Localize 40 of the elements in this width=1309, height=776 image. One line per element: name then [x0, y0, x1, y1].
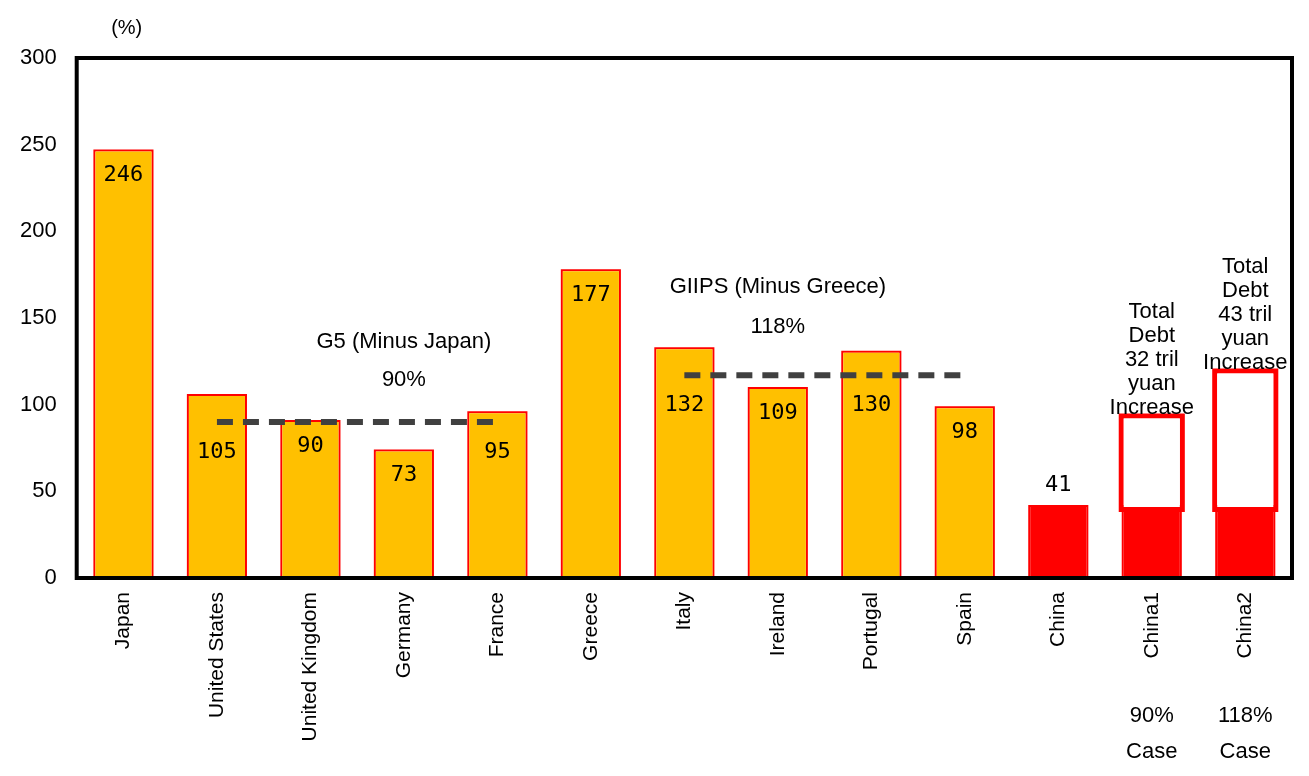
- annotation: Total Debt 32 tril yuan Increase: [1109, 298, 1194, 420]
- y-tick-label: 50: [32, 477, 57, 503]
- x-tick-label: Portugal: [858, 592, 882, 671]
- x-tick-label: China: [1045, 591, 1069, 647]
- data-label: 95: [484, 437, 511, 463]
- x-tick-label: Italy: [671, 591, 695, 631]
- y-tick-label: 0: [44, 564, 57, 590]
- data-label: 73: [390, 461, 418, 487]
- data-label: 130: [851, 390, 892, 416]
- annotation: G5 (Minus Japan): [316, 328, 492, 354]
- x-tick-label: Greece: [577, 592, 601, 661]
- x-tick-label: China1: [1138, 592, 1162, 659]
- data-label: 177: [570, 280, 611, 306]
- y-tick-label: 100: [19, 390, 57, 416]
- data-label: 105: [197, 437, 237, 463]
- data-label: 109: [757, 398, 798, 424]
- text: 118% Case: [1217, 702, 1273, 764]
- x-tick-label: China2: [1232, 592, 1256, 659]
- x-tick-label: France: [484, 592, 508, 658]
- data-label: 98: [951, 417, 979, 443]
- annotation: 90%: [381, 366, 426, 392]
- annotation: Total Debt 43 tril yuan Increase: [1203, 253, 1288, 375]
- y-tick-label: 250: [19, 130, 57, 156]
- data-label: 132: [664, 390, 705, 416]
- annotation: 118%: [750, 312, 806, 338]
- x-tick-label: Spain: [951, 592, 975, 646]
- x-tick-label: United States: [203, 592, 227, 719]
- data-label: 90: [297, 431, 324, 457]
- data-label: 41: [1045, 470, 1072, 496]
- x-tick-label: Germany: [390, 591, 414, 679]
- y-tick-label: 300: [19, 44, 57, 70]
- x-tick-label: Japan: [110, 592, 134, 650]
- y-tick-label: 200: [19, 217, 57, 243]
- y-axis-title: (%): [111, 15, 143, 38]
- text: 90% Case: [1126, 702, 1178, 764]
- annotation: GIIPS (Minus Greece): [669, 272, 887, 298]
- x-tick-label: United Kingdom: [297, 592, 321, 742]
- x-tick-label: Ireland: [764, 592, 788, 657]
- data-label: 246: [103, 161, 144, 187]
- y-tick-label: 150: [19, 304, 57, 330]
